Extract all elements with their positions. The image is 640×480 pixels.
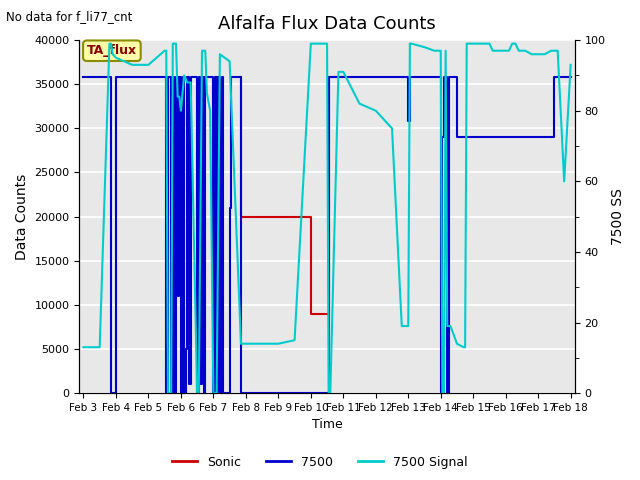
Title: Alfalfa Flux Data Counts: Alfalfa Flux Data Counts	[218, 15, 436, 33]
Text: No data for f_li77_cnt: No data for f_li77_cnt	[6, 10, 132, 23]
X-axis label: Time: Time	[312, 419, 342, 432]
Text: TA_flux: TA_flux	[87, 44, 137, 57]
Legend: Sonic, 7500, 7500 Signal: Sonic, 7500, 7500 Signal	[167, 451, 473, 474]
Y-axis label: Data Counts: Data Counts	[15, 173, 29, 260]
Y-axis label: 7500 SS: 7500 SS	[611, 188, 625, 245]
